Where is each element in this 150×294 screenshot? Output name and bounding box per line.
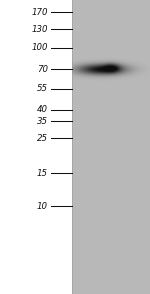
Text: 35: 35 (37, 117, 48, 126)
Text: 170: 170 (32, 8, 48, 17)
Bar (72, 0, 150, 294)
Text: 100: 100 (32, 43, 48, 52)
Text: 15: 15 (37, 169, 48, 178)
Text: 70: 70 (37, 65, 48, 74)
Text: 40: 40 (37, 106, 48, 114)
Text: 130: 130 (32, 25, 48, 34)
Text: 55: 55 (37, 84, 48, 93)
Bar (0, 0, 72, 294)
Text: 25: 25 (37, 134, 48, 143)
Text: 10: 10 (37, 202, 48, 211)
